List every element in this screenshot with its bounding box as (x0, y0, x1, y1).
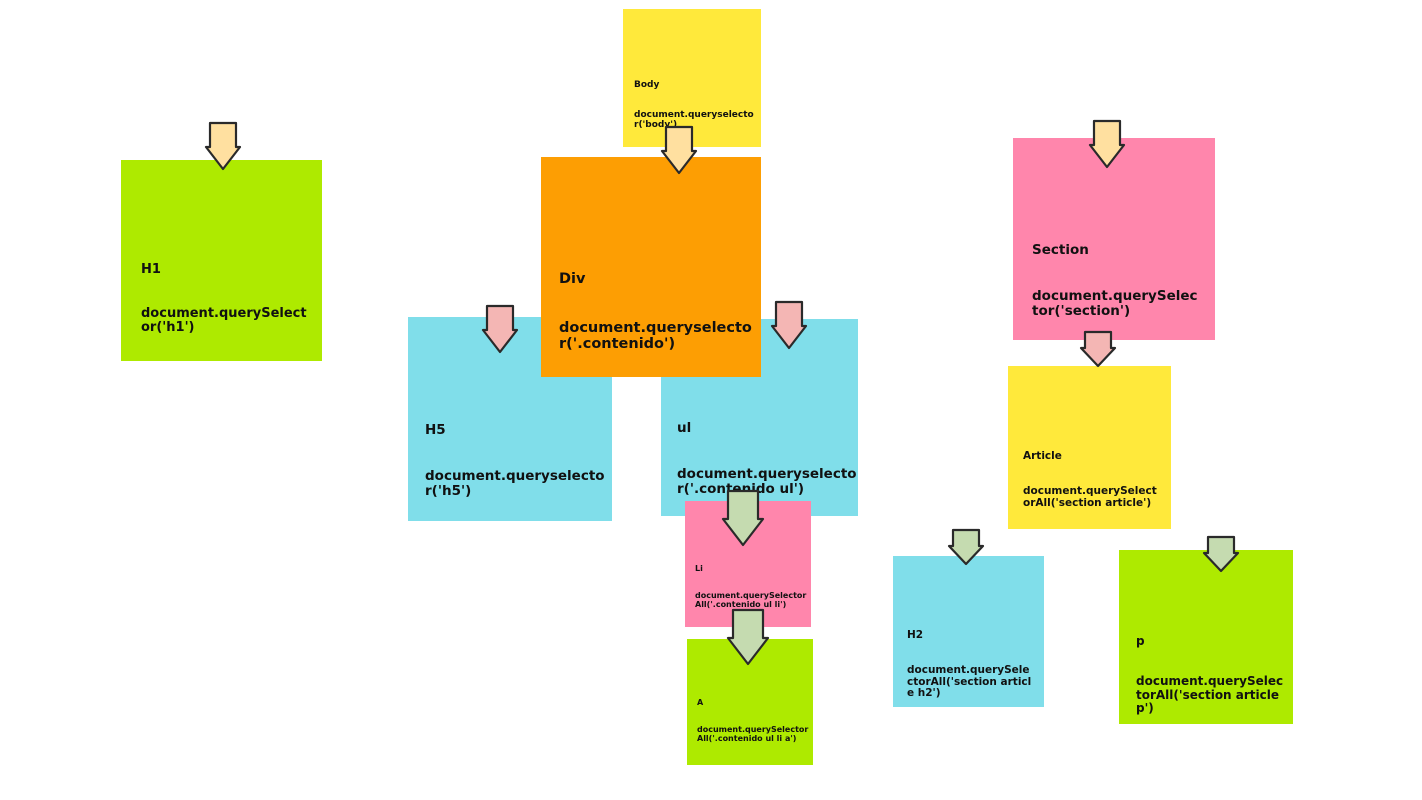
note-li-title: Li (695, 563, 703, 573)
note-h2-title: H2 (907, 628, 924, 641)
note-h5-title: H5 (425, 422, 446, 439)
note-section-title: Section (1032, 242, 1089, 259)
arrow-down-icon (770, 300, 808, 350)
note-div-selector: document.queryselector('.contenido') (559, 320, 752, 353)
note-h5-selector: document.queryselector('h5') (425, 467, 605, 499)
note-h1-selector: document.querySelector('h1') (141, 305, 307, 336)
note-h1: H1 document.querySelector('h1') (121, 160, 322, 361)
note-body-selector: document.queryselector('body') (634, 110, 754, 131)
note-article-title: Article (1023, 449, 1062, 462)
note-h1-title: H1 (141, 262, 161, 278)
arrow-down-icon (660, 125, 698, 175)
note-section: Section document.querySelector('section'… (1013, 138, 1215, 340)
note-body-title: Body (634, 80, 660, 91)
note-div-title: Div (559, 271, 586, 288)
note-article: Article document.querySelectorAll('secti… (1008, 366, 1171, 529)
note-a-selector: document.querySelectorAll('.contenido ul… (697, 724, 809, 743)
arrow-down-icon (204, 121, 242, 171)
note-body: Body document.queryselector('body') (623, 9, 761, 147)
note-ul-selector: document.queryselector('.contenido ul') (677, 465, 857, 497)
note-h2-selector: document.querySelectorAll('section artic… (907, 663, 1032, 700)
arrow-down-icon (1088, 119, 1126, 169)
note-h2: H2 document.querySelectorAll('section ar… (893, 556, 1044, 707)
arrow-down-icon (1079, 330, 1117, 368)
note-article-selector: document.querySelectorAll('section artic… (1023, 484, 1157, 509)
note-div: Div document.queryselector('.contenido') (541, 157, 761, 377)
note-p: p document.querySelectorAll('section art… (1119, 550, 1293, 724)
note-p-title: p (1136, 633, 1145, 648)
arrow-down-icon (481, 304, 519, 354)
arrow-down-icon (1202, 535, 1240, 573)
note-a-title: A (697, 697, 704, 707)
note-li-selector: document.querySelectorAll('.contenido ul… (695, 590, 807, 609)
note-p-selector: document.querySelectorAll('section artic… (1136, 674, 1284, 716)
arrow-down-icon (947, 528, 985, 566)
note-ul-title: ul (677, 420, 692, 437)
note-section-selector: document.querySelector('section') (1032, 287, 1198, 319)
arrow-down-icon (721, 489, 765, 547)
arrow-down-icon (726, 608, 770, 666)
